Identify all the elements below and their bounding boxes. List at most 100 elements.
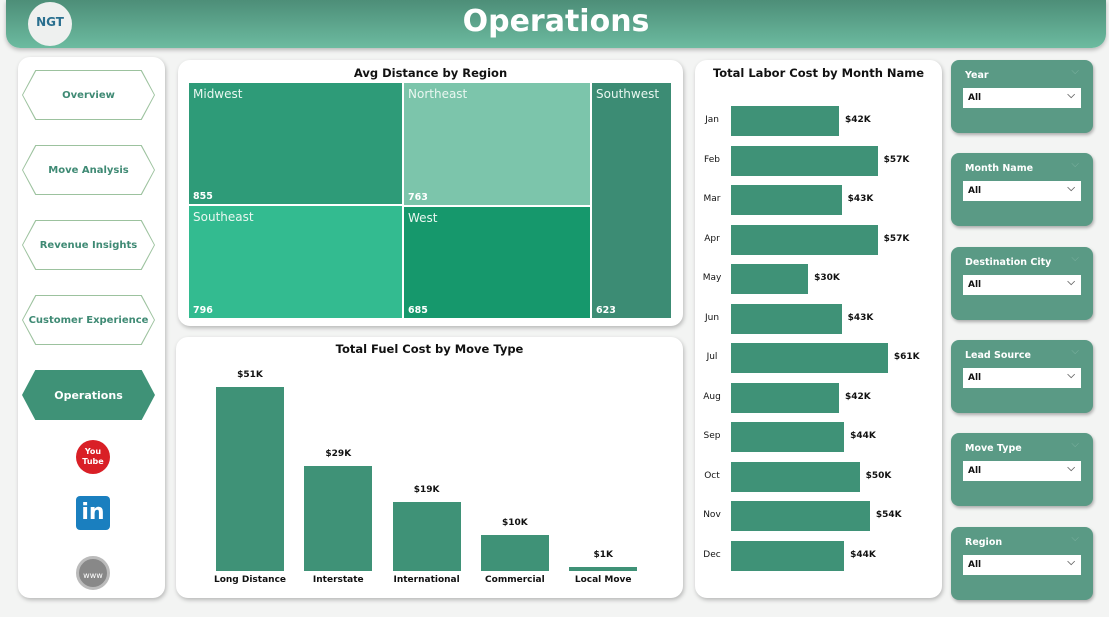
labor-month-label: Apr: [704, 233, 720, 244]
labor-month-label: Jun: [704, 312, 720, 323]
treemap-tile-value: 623: [596, 305, 616, 316]
slicer-title: Move Type: [965, 443, 1022, 454]
slicer-value: All: [968, 186, 982, 196]
linkedin-icon[interactable]: in: [76, 496, 110, 530]
chevron-down-icon[interactable]: ⌵: [1071, 346, 1079, 357]
labor-data-label: $43K: [847, 312, 874, 323]
slicer-move-type: Move Type ⌵ All ⌵: [951, 433, 1093, 506]
fuel-bar[interactable]: [480, 534, 549, 571]
slicer-year: Year ⌵ All ⌵: [951, 60, 1093, 133]
slicer-dropdown[interactable]: All ⌵: [963, 555, 1081, 575]
labor-bar[interactable]: [731, 343, 888, 373]
labor-data-label: $54K: [875, 510, 902, 520]
labor-bar[interactable]: [731, 422, 845, 452]
treemap-tile-label: West: [408, 211, 438, 225]
fuel-data-label: $10K: [502, 517, 528, 528]
nav-label: Operations: [23, 371, 154, 419]
slicer-title: Month Name: [965, 163, 1034, 174]
slicer-destination-city: Destination City ⌵ All ⌵: [951, 247, 1093, 320]
fuel-category-label: Commercial: [485, 575, 545, 585]
fuel-bar[interactable]: [392, 502, 461, 571]
labor-data-label: $30K: [814, 273, 840, 283]
labor-bar[interactable]: [731, 106, 839, 136]
chevron-down-icon[interactable]: ⌵: [1071, 439, 1079, 450]
nav-customer-experience-button[interactable]: Customer Experience: [22, 295, 155, 345]
fuel-cost-title: Total Fuel Cost by Move Type: [335, 342, 524, 356]
nav-label: Overview: [23, 71, 154, 119]
labor-data-label: $44K: [850, 549, 876, 560]
chevron-down-icon[interactable]: ⌵: [1071, 159, 1079, 170]
slicer-value: All: [968, 280, 982, 290]
labor-bar[interactable]: [731, 540, 845, 571]
nav-operations-button[interactable]: Operations: [22, 370, 155, 420]
fuel-bar[interactable]: [569, 567, 638, 571]
slicer-dropdown[interactable]: All ⌵: [963, 275, 1081, 295]
labor-cost-title: Total Labor Cost by Month Name: [712, 66, 925, 80]
nav-move-analysis-button[interactable]: Move Analysis: [22, 145, 155, 195]
fuel-bar[interactable]: [304, 466, 373, 571]
labor-month-label: Dec: [703, 549, 721, 560]
labor-data-label: $50K: [865, 470, 892, 481]
treemap-tile-label: Southeast: [193, 210, 254, 224]
nav-overview-button[interactable]: Overview: [22, 70, 155, 120]
labor-bar[interactable]: [731, 264, 809, 294]
youtube-icon[interactable]: You Tube: [76, 440, 110, 474]
labor-month-label: Jan: [705, 115, 719, 125]
slicer-value: All: [968, 373, 982, 383]
labor-bar[interactable]: [731, 501, 870, 531]
labor-bar[interactable]: [731, 461, 860, 492]
chevron-down-icon[interactable]: ⌵: [1067, 463, 1075, 474]
slicer-dropdown[interactable]: All ⌵: [963, 461, 1081, 481]
treemap-tile[interactable]: Midwest 855: [189, 83, 402, 204]
chevron-down-icon[interactable]: ⌵: [1067, 277, 1075, 288]
labor-bar[interactable]: [731, 382, 839, 413]
labor-data-label: $44K: [850, 431, 876, 441]
labor-bar[interactable]: [731, 303, 842, 334]
slicer-dropdown[interactable]: All ⌵: [963, 88, 1081, 108]
header-banner: NGT Operations: [6, 0, 1106, 48]
slicer-dropdown[interactable]: All ⌵: [963, 368, 1081, 388]
slicer-region: Region ⌵ All ⌵: [951, 527, 1093, 600]
labor-month-label: Oct: [704, 470, 720, 481]
labor-data-label: $42K: [845, 115, 871, 125]
fuel-category-label: International: [393, 575, 460, 585]
chevron-down-icon[interactable]: ⌵: [1071, 253, 1079, 264]
fuel-bar[interactable]: [216, 387, 284, 571]
treemap-tile[interactable]: Northeast 763: [404, 83, 590, 205]
treemap-tile-value: 855: [193, 191, 213, 202]
slicer-lead-source: Lead Source ⌵ All ⌵: [951, 340, 1093, 413]
globe-icon[interactable]: www: [76, 556, 110, 590]
slicer-value: All: [968, 466, 982, 476]
labor-month-label: May: [702, 273, 722, 283]
treemap-tile-label: Northeast: [408, 87, 468, 101]
fuel-category-label: Interstate: [312, 575, 364, 585]
chevron-down-icon[interactable]: ⌵: [1067, 183, 1075, 194]
nav-revenue-insights-button[interactable]: Revenue Insights: [22, 220, 155, 270]
nav-label: Move Analysis: [23, 146, 154, 194]
chevron-down-icon[interactable]: ⌵: [1071, 66, 1079, 77]
labor-month-label: Sep: [703, 431, 721, 441]
chevron-down-icon[interactable]: ⌵: [1067, 370, 1075, 381]
chevron-down-icon[interactable]: ⌵: [1067, 557, 1075, 568]
slicer-dropdown[interactable]: All ⌵: [963, 181, 1081, 201]
treemap-tile[interactable]: Southeast 796: [189, 206, 402, 318]
chevron-down-icon[interactable]: ⌵: [1067, 90, 1075, 101]
labor-bar[interactable]: [731, 224, 878, 255]
labor-month-label: Jul: [706, 352, 718, 362]
chevron-down-icon[interactable]: ⌵: [1071, 533, 1079, 544]
treemap-tile-value: 685: [408, 305, 428, 316]
slicer-title: Year: [965, 70, 989, 81]
labor-bar[interactable]: [731, 185, 842, 215]
slicer-month-name: Month Name ⌵ All ⌵: [951, 153, 1093, 226]
labor-bar[interactable]: [731, 145, 878, 176]
labor-data-label: $57K: [883, 233, 910, 244]
treemap-tile[interactable]: Southwest 623: [592, 83, 671, 318]
labor-data-label: $42K: [845, 391, 871, 402]
treemap-title: Avg Distance by Region: [353, 66, 508, 80]
slicer-value: All: [968, 560, 982, 570]
treemap-tile[interactable]: West 685: [404, 207, 590, 318]
fuel-data-label: $1K: [593, 550, 613, 560]
nav-label: Customer Experience: [23, 296, 154, 344]
labor-month-label: Feb: [704, 154, 720, 165]
labor-data-label: $61K: [893, 352, 920, 362]
